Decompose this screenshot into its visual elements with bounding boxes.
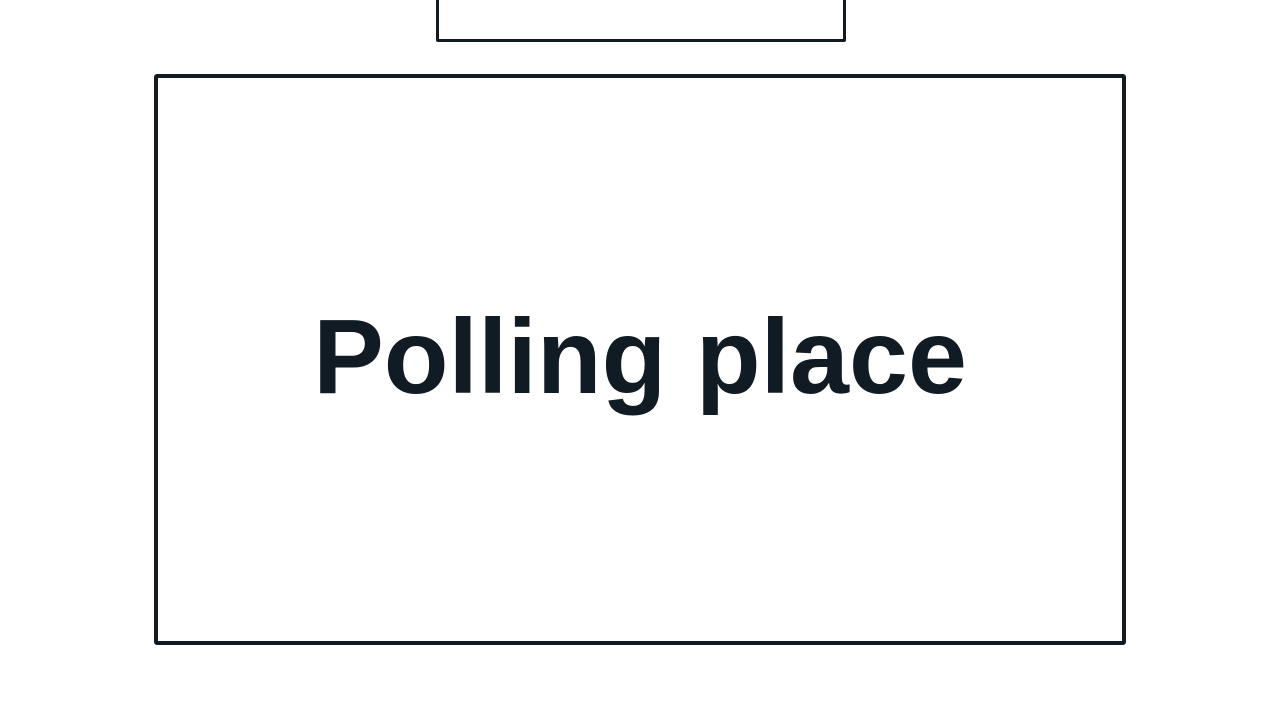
top-sign-frame <box>436 0 846 42</box>
sign-title: Polling place <box>313 297 967 416</box>
sign-frame: Polling place <box>154 74 1126 645</box>
